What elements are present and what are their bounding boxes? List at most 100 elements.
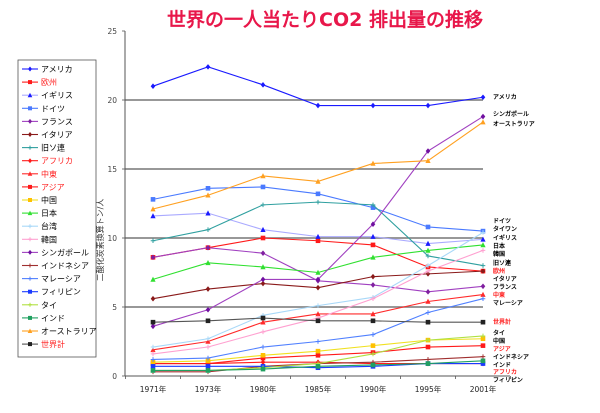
data-point	[150, 276, 156, 282]
legend-swatch-marker	[28, 106, 32, 111]
data-point	[315, 348, 321, 354]
data-point	[260, 353, 266, 358]
data-point	[150, 351, 156, 357]
data-point	[480, 354, 486, 359]
data-point	[370, 221, 376, 227]
data-point	[205, 227, 211, 233]
data-point	[315, 191, 321, 197]
axes	[122, 30, 511, 379]
data-point	[315, 276, 321, 283]
end-label: タイワン	[493, 225, 517, 233]
data-point	[260, 344, 266, 350]
legend-label: 旧ソ連	[41, 143, 65, 153]
data-point	[150, 346, 156, 353]
data-point	[150, 368, 156, 373]
legend-swatch-marker	[28, 263, 32, 268]
data-point	[425, 253, 431, 259]
series-1	[150, 235, 486, 274]
data-point	[480, 336, 486, 342]
data-point	[260, 202, 266, 208]
legend-label: インド	[41, 314, 65, 323]
data-point	[425, 319, 431, 325]
data-point	[315, 102, 321, 109]
data-point	[480, 236, 486, 242]
data-point	[370, 160, 376, 166]
data-point	[480, 319, 486, 325]
data-point	[205, 344, 211, 350]
data-point	[205, 286, 211, 292]
legend-label: アフリカ	[41, 157, 73, 166]
data-point	[260, 235, 266, 241]
y-tick-0: 0	[112, 372, 117, 381]
data-point	[315, 339, 321, 344]
chart-title: 世界の一人当たりCO2 排出量の推移	[167, 8, 483, 31]
legend-item: タイ	[22, 301, 57, 310]
data-point	[260, 359, 266, 365]
legend-item: 中東	[22, 169, 57, 179]
data-point	[205, 306, 211, 313]
data-point	[480, 113, 486, 120]
data-point	[425, 289, 431, 295]
legend-swatch-marker	[28, 80, 32, 85]
data-point	[425, 102, 431, 109]
end-label: 中国	[493, 337, 505, 345]
data-point	[480, 291, 486, 297]
legend-item: ドイツ	[22, 104, 65, 113]
data-point	[370, 205, 376, 210]
y-tick-5: 5	[112, 303, 117, 312]
data-point	[150, 238, 156, 244]
data-point	[315, 303, 321, 308]
data-point	[315, 318, 321, 324]
end-label: イギリス	[493, 234, 517, 242]
legend-label: 世界計	[41, 339, 65, 349]
data-point	[425, 357, 431, 362]
data-point	[370, 273, 376, 280]
data-point	[150, 344, 156, 350]
end-label: シンガポール	[493, 110, 529, 118]
data-point	[315, 233, 321, 239]
data-point	[480, 119, 486, 125]
data-point	[480, 242, 486, 248]
legend-label: シンガポール	[41, 247, 89, 257]
legend-swatch-marker	[27, 171, 33, 176]
data-point	[370, 362, 376, 368]
end-label: アフリカ	[493, 369, 517, 376]
data-point	[425, 240, 431, 246]
data-point	[370, 254, 376, 260]
legend-swatch-marker	[28, 145, 32, 150]
legend-swatch-marker	[28, 198, 32, 202]
data-point	[150, 364, 156, 369]
legend-swatch-marker	[28, 66, 32, 72]
legend-label: 韓国	[41, 234, 57, 244]
legend-swatch-marker	[28, 237, 32, 242]
data-point	[480, 268, 486, 274]
legend-item: イタリア	[22, 131, 73, 140]
legend-label: イタリア	[41, 131, 73, 140]
legend-swatch-marker	[27, 328, 33, 333]
data-point	[260, 315, 266, 321]
data-point	[370, 102, 376, 109]
x-tick-label: 2001年	[470, 384, 497, 394]
data-point	[425, 157, 431, 164]
legend-label: インドネシア	[41, 262, 89, 271]
data-point	[480, 230, 486, 235]
data-point	[315, 353, 321, 358]
legend-swatch-marker	[28, 224, 32, 229]
series-12	[150, 230, 486, 350]
data-point	[150, 357, 156, 362]
end-label: フランス	[493, 284, 517, 291]
end-label: 世界計	[493, 318, 511, 326]
data-point	[480, 248, 486, 253]
legend-swatch-marker	[28, 315, 32, 320]
legend-item: 欧州	[22, 77, 57, 87]
data-point	[260, 280, 266, 287]
data-point	[315, 269, 321, 275]
legend-swatch-marker	[28, 132, 32, 137]
legend-swatch-marker	[28, 118, 32, 124]
series-5	[150, 268, 486, 302]
legend-item: インドネシア	[22, 262, 89, 271]
data-point	[260, 82, 266, 88]
legend-item: 中国	[22, 195, 57, 205]
data-point	[370, 311, 376, 317]
